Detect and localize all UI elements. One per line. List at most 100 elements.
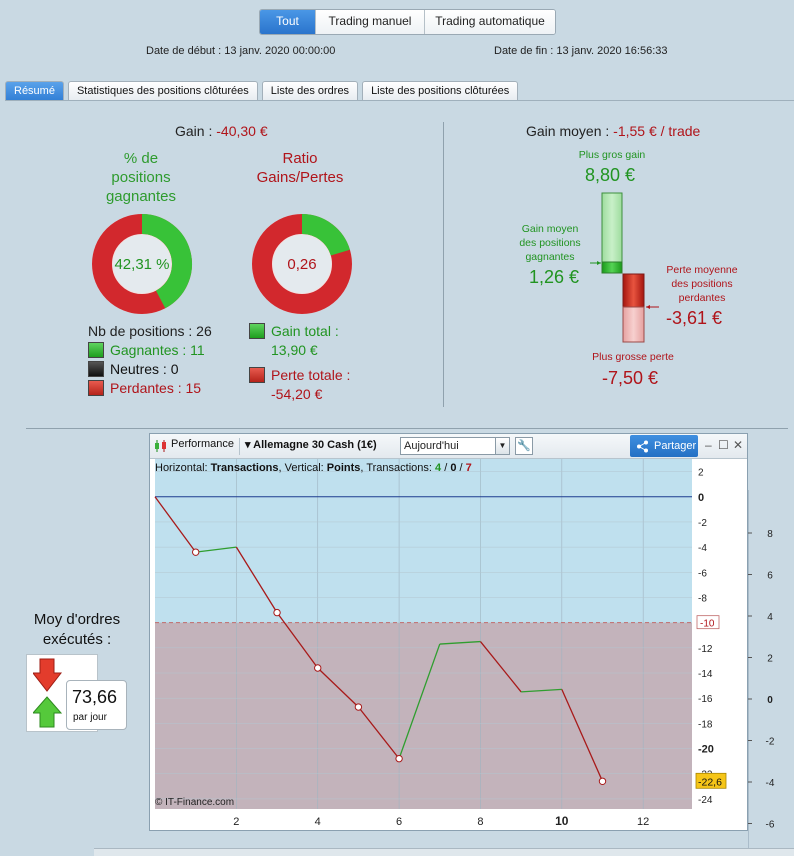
- vertical-divider: [443, 122, 444, 407]
- black-square-icon: [88, 361, 104, 377]
- maximize-icon[interactable]: ☐: [718, 438, 729, 452]
- mode-auto-button[interactable]: Trading automatique: [425, 10, 555, 34]
- chart-info: Horizontal: Transactions, Vertical: Poin…: [155, 462, 472, 474]
- ratio-value: 0,26: [287, 256, 317, 273]
- x-tick-label: 12: [637, 816, 649, 828]
- orders-arrows-icon: [33, 658, 63, 728]
- start-date: Date de début : 13 janv. 2020 00:00:00: [146, 45, 336, 57]
- perte-totale: Perte totale : -54,20 €: [271, 367, 351, 402]
- series-segment: [398, 643, 441, 759]
- y-tick-label: -16: [698, 694, 713, 705]
- close-icon[interactable]: ✕: [733, 438, 744, 452]
- mode-manuel-button[interactable]: Trading manuel: [316, 10, 425, 34]
- moy-ordres-unit: par jour: [73, 712, 107, 723]
- green-square-icon: [88, 342, 104, 358]
- y-tick-label: -14: [698, 669, 713, 680]
- plus-gros-gain-bar: [601, 192, 623, 264]
- pct-donut-win-arc: [141, 214, 192, 309]
- candlestick-icon[interactable]: [154, 439, 168, 453]
- ratio-donut-win-arc: [301, 214, 350, 257]
- plus-grosse-perte-value: -7,50 €: [602, 368, 659, 388]
- ratio-title: Ratio Gains/Pertes: [256, 150, 344, 186]
- wrench-icon[interactable]: 🔧: [515, 437, 533, 455]
- legend-perdantes: Perdantes : 15: [88, 380, 201, 396]
- perte-moyenne-value: -3,61 €: [666, 308, 723, 328]
- moy-ordres-value: 73,66: [72, 687, 118, 707]
- data-point: [395, 754, 403, 763]
- y-tick-label: -8: [698, 593, 707, 604]
- period-select[interactable]: Aujourd'hui ▼: [400, 437, 510, 455]
- dropdown-triangle-icon: ▾: [245, 439, 254, 451]
- tab-liste-positions[interactable]: Liste des positions clôturées: [362, 81, 519, 100]
- legend-gagnantes: Gagnantes : 11: [88, 342, 205, 358]
- data-point: [273, 608, 281, 617]
- y-tick-label: -4: [698, 543, 707, 554]
- bottom-scrollbar[interactable]: [94, 848, 794, 856]
- instrument-selector[interactable]: ▾ Allemagne 30 Cash (1€): [245, 439, 377, 451]
- y-axis-panel: [692, 459, 747, 809]
- upper-zone: [155, 459, 692, 623]
- tab-liste-ordres[interactable]: Liste des ordres: [261, 81, 359, 100]
- series-segment: [479, 641, 522, 693]
- tab-statistiques[interactable]: Statistiques des positions clôturées: [67, 81, 258, 100]
- y-tick-label: 2: [698, 468, 704, 479]
- threshold-tag: [696, 615, 720, 630]
- mode-selector: Tout Trading manuel Trading automatique: [259, 9, 556, 35]
- y-tick-label: -24: [698, 795, 713, 806]
- copyright: © IT-Finance.com: [155, 797, 234, 808]
- gain-perte-bars: [590, 192, 659, 343]
- performance-chart-window: Performance ▾ Allemagne 30 Cash (1€) Auj…: [149, 433, 748, 831]
- series-segment: [276, 612, 319, 669]
- series-segment: [561, 689, 604, 782]
- series-segment: [154, 496, 197, 553]
- share-icon: [637, 440, 648, 453]
- performance-chart: Horizontal: Transactions, Vertical: Poin…: [150, 459, 747, 830]
- y-tick-label: -20: [698, 744, 714, 756]
- pct-winning-donut: [92, 214, 192, 314]
- gain-moyen-title: Gain moyen : -1,55 € / trade: [526, 123, 701, 139]
- ratio-donut-center: [273, 235, 331, 293]
- y-tick-label: -2: [698, 518, 707, 529]
- series-segment: [195, 546, 237, 553]
- gain-moyen-bar: [601, 261, 623, 274]
- x-tick-label: 8: [477, 816, 483, 828]
- red-square-icon: [88, 380, 104, 396]
- chevron-down-icon[interactable]: ▼: [495, 438, 509, 454]
- gain-moyen-pos-label: Gain moyen des positions gagnantes: [519, 223, 581, 263]
- outer-axis: 8 6 4 2 0 -2 -4 -6: [748, 490, 775, 850]
- minimize-icon[interactable]: –: [705, 438, 712, 452]
- gain-total-icon: [249, 323, 265, 339]
- horizontal-divider: [26, 428, 788, 429]
- tab-bar: Résumé Statistiques des positions clôtur…: [5, 81, 522, 100]
- series-segment: [317, 667, 359, 708]
- x-tick-label: 6: [396, 816, 402, 828]
- last-value-tag: [695, 772, 727, 789]
- y-tick-label: -12: [698, 644, 713, 655]
- x-axis-panel: [150, 809, 747, 830]
- y-tick-label: 0: [698, 492, 704, 504]
- gain-moyen-pos-value: 1,26 €: [529, 267, 580, 287]
- performance-label[interactable]: Performance: [171, 438, 234, 450]
- x-tick-label: 2: [233, 816, 239, 828]
- plus-gros-gain-value: 8,80 €: [585, 165, 636, 185]
- outer-tick-label: -4: [766, 778, 775, 789]
- y-tick-label: -6: [698, 568, 707, 579]
- gain-total: Gain total :13,90 €: [271, 323, 339, 358]
- end-date: Date de fin : 13 janv. 2020 16:56:33: [494, 45, 668, 57]
- perte-moyenne-label: Perte moyenne des positions perdantes: [666, 264, 738, 304]
- tab-resume[interactable]: Résumé: [5, 81, 64, 100]
- moy-ordres-box: [66, 680, 127, 730]
- series-segment: [357, 706, 400, 760]
- gain-title: Gain : -40,30 €: [175, 123, 268, 139]
- data-point: [354, 703, 363, 711]
- pct-winning-title: % de positions gagnantes: [105, 150, 177, 205]
- data-point: [598, 777, 607, 786]
- series-segment: [439, 640, 481, 645]
- share-button[interactable]: Partager: [630, 435, 698, 457]
- plus-grosse-perte-label: Plus grosse perte: [592, 351, 674, 363]
- outer-tick-label: -2: [766, 737, 775, 748]
- mode-tout-button[interactable]: Tout: [260, 10, 316, 34]
- outer-tick-label: 6: [767, 571, 773, 582]
- outer-tick-label: 8: [767, 529, 773, 540]
- x-tick-label: 10: [555, 814, 569, 828]
